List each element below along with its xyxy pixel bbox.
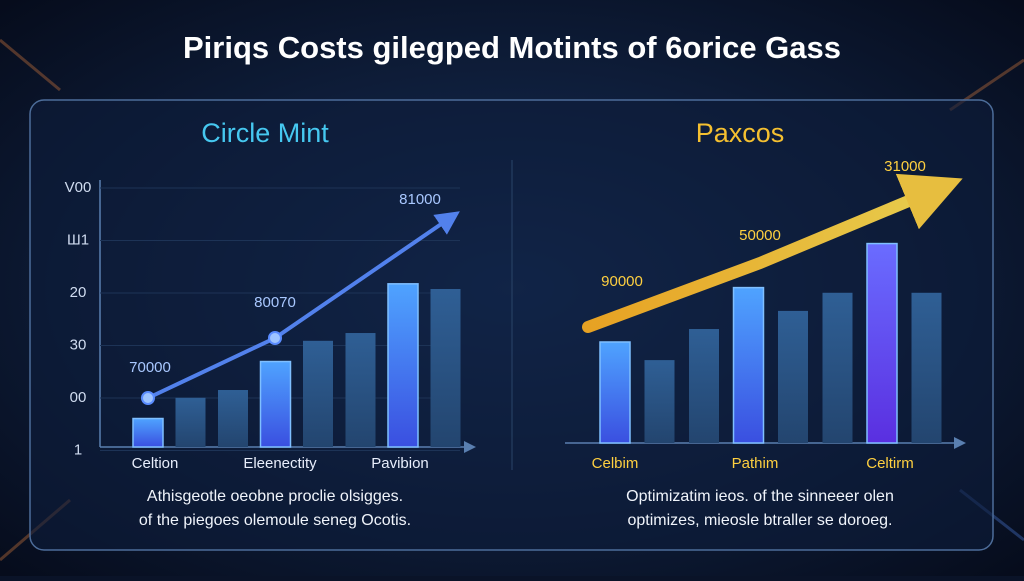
trend-label: 50000 [739,227,781,244]
bar [866,242,898,444]
bar [259,360,292,448]
bar [822,292,853,443]
caption: of the piegoes olemoule seneg Ocotis. [139,512,411,529]
category-label: Pavibion [371,455,429,472]
bar [689,329,719,443]
panel-title: Circle Mint [201,118,329,148]
bar [644,360,675,443]
trend-label: 90000 [601,273,643,290]
y-axis-label: Ш1 [67,231,89,248]
trend-label: 81000 [399,191,441,208]
bar [218,390,248,447]
bar [345,333,376,447]
y-axis-label: 20 [70,284,87,301]
category-label: Celtirm [866,455,914,472]
trend-label: 31000 [884,158,926,175]
trend-arrow [582,173,963,333]
trend-point [141,391,155,405]
bar [430,289,461,447]
bar [175,397,206,447]
y-axis-label: V00 [65,179,92,196]
category-label: Eleenectity [243,455,317,472]
y-axis-label: 1 [74,441,82,458]
bar [387,283,419,448]
trend-label: 70000 [129,359,171,376]
title: Piriqs Costs gilegped Motints of 6orice … [183,30,841,65]
bar [732,286,765,444]
y-axis-label: 00 [70,389,87,406]
bar [778,310,808,443]
trend-point [268,331,282,345]
trend-label: 80070 [254,294,296,311]
bar [599,341,631,444]
bar [911,292,942,443]
panel-title: Paxcos [696,118,785,148]
bar [303,340,333,447]
category-label: Celbim [592,455,639,472]
bar [132,417,164,448]
caption: Optimizatim ieos. of the sinneeer olen [626,488,894,505]
category-label: Celtion [132,455,179,472]
category-label: Pathim [732,455,779,472]
caption: optimizes, mieosle btraller se doroeg. [627,512,892,529]
caption: Athisgeotle oeobne proclie olsigges. [147,488,403,505]
y-axis-label: 30 [70,336,87,353]
